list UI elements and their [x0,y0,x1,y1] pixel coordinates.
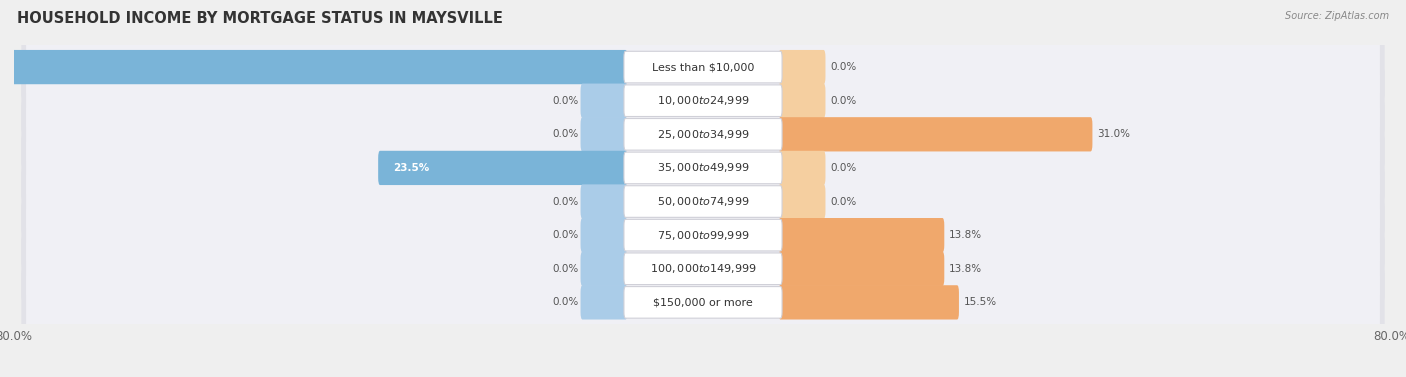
FancyBboxPatch shape [779,251,945,286]
Text: 13.8%: 13.8% [949,230,983,240]
FancyBboxPatch shape [624,85,782,116]
Text: 0.0%: 0.0% [831,96,856,106]
FancyBboxPatch shape [21,136,1385,200]
FancyBboxPatch shape [581,117,627,152]
Text: 0.0%: 0.0% [831,196,856,207]
FancyBboxPatch shape [624,287,782,318]
FancyBboxPatch shape [27,141,1379,195]
Text: 15.5%: 15.5% [965,297,997,307]
Text: $10,000 to $24,999: $10,000 to $24,999 [657,94,749,107]
FancyBboxPatch shape [624,51,782,83]
FancyBboxPatch shape [27,242,1379,296]
Text: $75,000 to $99,999: $75,000 to $99,999 [657,228,749,242]
Text: $35,000 to $49,999: $35,000 to $49,999 [657,161,749,175]
FancyBboxPatch shape [624,219,782,251]
Text: 23.5%: 23.5% [392,163,429,173]
FancyBboxPatch shape [27,107,1379,161]
FancyBboxPatch shape [624,186,782,217]
FancyBboxPatch shape [779,151,825,185]
FancyBboxPatch shape [27,175,1379,228]
FancyBboxPatch shape [27,40,1379,94]
Legend: Without Mortgage, With Mortgage: Without Mortgage, With Mortgage [564,373,842,377]
Text: 31.0%: 31.0% [1098,129,1130,139]
FancyBboxPatch shape [21,203,1385,268]
FancyBboxPatch shape [779,84,825,118]
FancyBboxPatch shape [581,84,627,118]
FancyBboxPatch shape [581,218,627,252]
FancyBboxPatch shape [21,270,1385,335]
FancyBboxPatch shape [581,285,627,320]
Text: Source: ZipAtlas.com: Source: ZipAtlas.com [1285,11,1389,21]
Text: 0.0%: 0.0% [831,163,856,173]
FancyBboxPatch shape [21,68,1385,133]
Text: $150,000 or more: $150,000 or more [654,297,752,307]
FancyBboxPatch shape [0,50,627,84]
Text: 0.0%: 0.0% [553,96,578,106]
Text: 0.0%: 0.0% [553,264,578,274]
FancyBboxPatch shape [624,152,782,184]
FancyBboxPatch shape [779,117,1092,152]
FancyBboxPatch shape [21,236,1385,301]
FancyBboxPatch shape [779,50,825,84]
FancyBboxPatch shape [581,251,627,286]
Text: 0.0%: 0.0% [553,297,578,307]
Text: $100,000 to $149,999: $100,000 to $149,999 [650,262,756,275]
FancyBboxPatch shape [21,35,1385,100]
FancyBboxPatch shape [779,184,825,219]
Text: 0.0%: 0.0% [553,129,578,139]
Text: Less than $10,000: Less than $10,000 [652,62,754,72]
FancyBboxPatch shape [27,74,1379,127]
Text: $25,000 to $34,999: $25,000 to $34,999 [657,128,749,141]
Text: 0.0%: 0.0% [553,196,578,207]
Text: HOUSEHOLD INCOME BY MORTGAGE STATUS IN MAYSVILLE: HOUSEHOLD INCOME BY MORTGAGE STATUS IN M… [17,11,503,26]
Text: $50,000 to $74,999: $50,000 to $74,999 [657,195,749,208]
Text: 13.8%: 13.8% [949,264,983,274]
FancyBboxPatch shape [21,169,1385,234]
FancyBboxPatch shape [27,208,1379,262]
FancyBboxPatch shape [378,151,627,185]
FancyBboxPatch shape [21,102,1385,167]
Text: 0.0%: 0.0% [553,230,578,240]
FancyBboxPatch shape [624,253,782,285]
FancyBboxPatch shape [624,118,782,150]
FancyBboxPatch shape [779,285,959,320]
Text: 0.0%: 0.0% [831,62,856,72]
FancyBboxPatch shape [27,276,1379,329]
FancyBboxPatch shape [779,218,945,252]
FancyBboxPatch shape [581,184,627,219]
